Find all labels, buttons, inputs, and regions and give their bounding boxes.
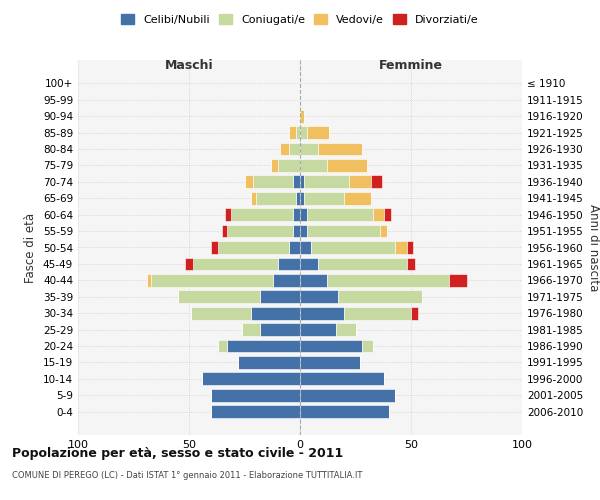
Bar xyxy=(278,159,300,172)
Bar xyxy=(300,340,362,352)
Bar xyxy=(349,176,371,188)
Bar xyxy=(300,372,385,385)
Bar xyxy=(449,274,467,286)
Bar xyxy=(300,159,326,172)
Legend: Celibi/Nubili, Coniugati/e, Vedovi/e, Divorziati/e: Celibi/Nubili, Coniugati/e, Vedovi/e, Di… xyxy=(117,10,483,29)
Bar xyxy=(296,126,300,139)
Text: Maschi: Maschi xyxy=(164,59,214,72)
Bar xyxy=(300,142,318,156)
Bar xyxy=(326,274,449,286)
Bar xyxy=(231,208,293,221)
Text: COMUNE DI PEREGO (LC) - Dati ISTAT 1° gennaio 2011 - Elaborazione TUTTITALIA.IT: COMUNE DI PEREGO (LC) - Dati ISTAT 1° ge… xyxy=(12,470,362,480)
Bar xyxy=(318,142,362,156)
Bar xyxy=(260,290,300,303)
Bar xyxy=(385,208,391,221)
Bar xyxy=(344,192,371,204)
Bar xyxy=(300,306,344,320)
Bar xyxy=(271,159,278,172)
Bar xyxy=(300,208,307,221)
Bar xyxy=(407,258,415,270)
Bar xyxy=(293,224,300,237)
Bar xyxy=(362,340,373,352)
Bar xyxy=(300,126,307,139)
Bar xyxy=(300,290,338,303)
Bar xyxy=(202,372,300,385)
Bar xyxy=(411,306,418,320)
Bar xyxy=(218,340,227,352)
Text: Femmine: Femmine xyxy=(379,59,443,72)
Bar xyxy=(326,159,367,172)
Bar xyxy=(300,110,304,122)
Bar xyxy=(335,323,355,336)
Bar xyxy=(371,176,382,188)
Bar xyxy=(293,208,300,221)
Bar xyxy=(338,290,422,303)
Bar xyxy=(211,389,300,402)
Bar xyxy=(380,224,386,237)
Bar xyxy=(300,224,307,237)
Bar xyxy=(274,274,300,286)
Bar xyxy=(318,258,407,270)
Bar xyxy=(300,405,389,418)
Bar xyxy=(280,142,289,156)
Bar xyxy=(251,192,256,204)
Y-axis label: Fasce di età: Fasce di età xyxy=(25,212,37,282)
Y-axis label: Anni di nascita: Anni di nascita xyxy=(587,204,600,291)
Bar xyxy=(251,306,300,320)
Bar xyxy=(300,241,311,254)
Bar xyxy=(293,176,300,188)
Bar xyxy=(300,356,360,368)
Bar xyxy=(193,258,278,270)
Bar xyxy=(344,306,411,320)
Bar xyxy=(311,241,395,254)
Bar xyxy=(307,126,329,139)
Bar xyxy=(224,208,231,221)
Bar xyxy=(178,290,260,303)
Bar xyxy=(223,224,227,237)
Bar xyxy=(395,241,407,254)
Bar xyxy=(296,192,300,204)
Bar xyxy=(300,323,335,336)
Bar xyxy=(300,258,318,270)
Bar xyxy=(242,323,260,336)
Bar xyxy=(147,274,151,286)
Bar xyxy=(304,192,344,204)
Bar xyxy=(373,208,385,221)
Bar xyxy=(289,126,296,139)
Bar xyxy=(227,224,293,237)
Bar xyxy=(289,241,300,254)
Text: Popolazione per età, sesso e stato civile - 2011: Popolazione per età, sesso e stato civil… xyxy=(12,448,343,460)
Bar xyxy=(211,405,300,418)
Bar xyxy=(300,176,304,188)
Bar xyxy=(300,192,304,204)
Bar xyxy=(289,142,300,156)
Bar xyxy=(245,176,253,188)
Bar xyxy=(151,274,274,286)
Bar xyxy=(256,192,296,204)
Bar xyxy=(218,241,289,254)
Bar xyxy=(307,208,373,221)
Bar xyxy=(278,258,300,270)
Bar xyxy=(304,176,349,188)
Bar xyxy=(253,176,293,188)
Bar xyxy=(300,389,395,402)
Bar xyxy=(260,323,300,336)
Bar xyxy=(300,274,326,286)
Bar xyxy=(211,241,218,254)
Bar xyxy=(227,340,300,352)
Bar xyxy=(238,356,300,368)
Bar xyxy=(185,258,193,270)
Bar xyxy=(191,306,251,320)
Bar xyxy=(307,224,380,237)
Bar xyxy=(407,241,413,254)
